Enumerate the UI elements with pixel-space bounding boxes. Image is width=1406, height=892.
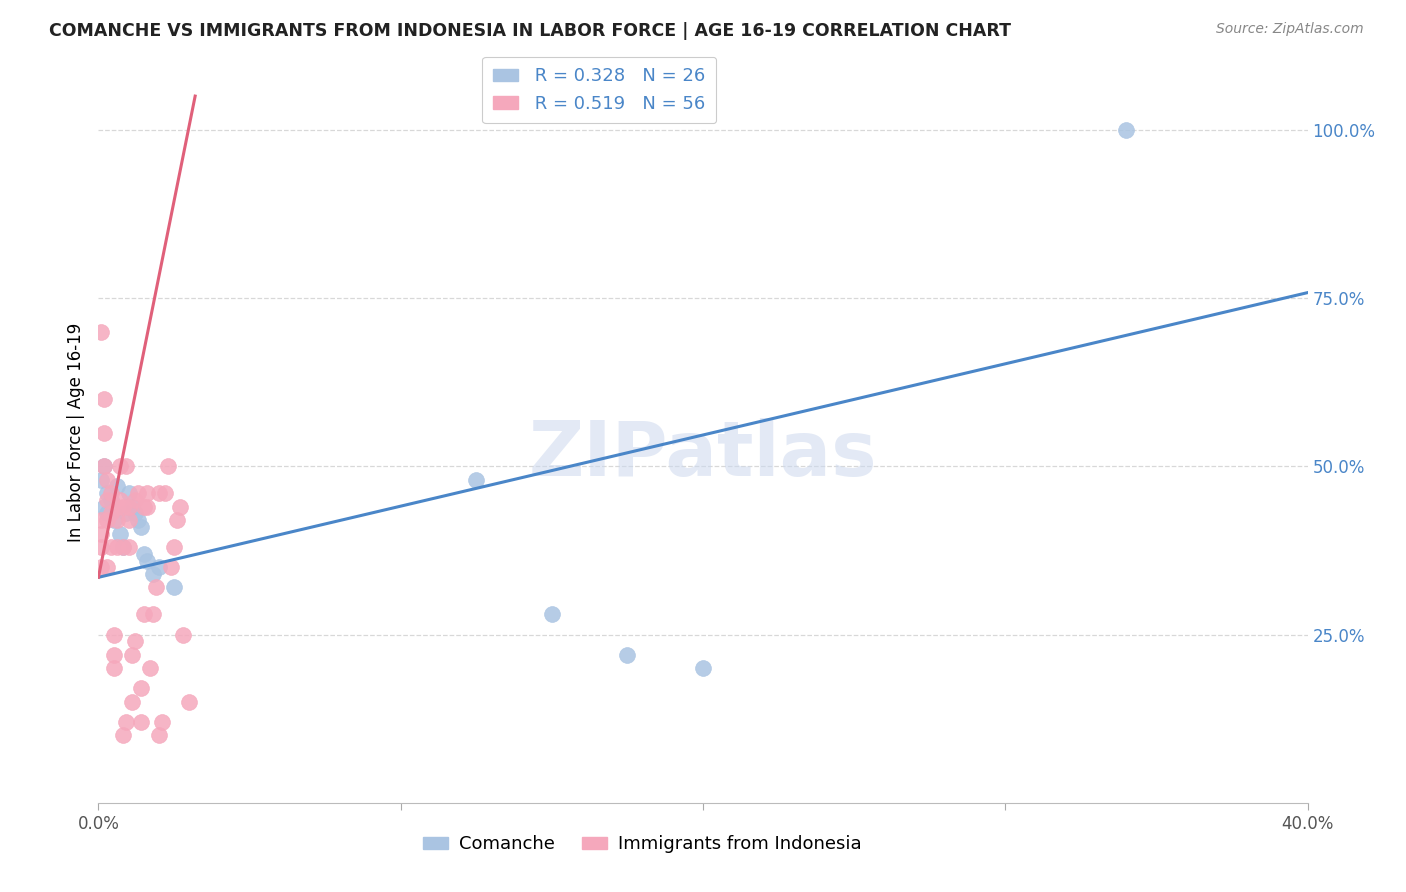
Point xyxy=(90,560,112,574)
Point xyxy=(105,479,128,493)
Point xyxy=(127,513,149,527)
Point xyxy=(148,560,170,574)
Point xyxy=(93,425,115,440)
Point xyxy=(692,661,714,675)
Point xyxy=(96,507,118,521)
Point xyxy=(105,500,128,514)
Point xyxy=(114,459,136,474)
Point xyxy=(118,540,141,554)
Point xyxy=(132,607,155,622)
Point xyxy=(90,513,112,527)
Point xyxy=(127,486,149,500)
Point xyxy=(96,486,118,500)
Point xyxy=(616,648,638,662)
Point xyxy=(90,325,112,339)
Text: Source: ZipAtlas.com: Source: ZipAtlas.com xyxy=(1216,22,1364,37)
Point xyxy=(129,714,152,729)
Point xyxy=(121,695,143,709)
Point xyxy=(129,681,152,696)
Point xyxy=(108,492,131,507)
Point xyxy=(114,507,136,521)
Point xyxy=(169,500,191,514)
Point xyxy=(108,459,131,474)
Point xyxy=(90,526,112,541)
Point xyxy=(139,661,162,675)
Point xyxy=(121,500,143,514)
Point xyxy=(540,607,562,622)
Point xyxy=(132,500,155,514)
Point xyxy=(172,627,194,641)
Point xyxy=(103,648,125,662)
Point xyxy=(148,729,170,743)
Point xyxy=(179,695,201,709)
Point xyxy=(1115,122,1137,136)
Point xyxy=(93,500,115,514)
Point xyxy=(103,513,125,527)
Point xyxy=(135,486,157,500)
Point xyxy=(105,513,128,527)
Point xyxy=(93,459,115,474)
Point xyxy=(103,661,125,675)
Point xyxy=(118,513,141,527)
Point xyxy=(100,540,122,554)
Point xyxy=(153,486,176,500)
Point xyxy=(111,500,134,514)
Y-axis label: In Labor Force | Age 16-19: In Labor Force | Age 16-19 xyxy=(66,323,84,542)
Point xyxy=(108,526,131,541)
Point xyxy=(96,513,118,527)
Point xyxy=(163,581,186,595)
Point xyxy=(163,540,186,554)
Point xyxy=(90,473,112,487)
Point xyxy=(142,566,165,581)
Point xyxy=(142,607,165,622)
Point xyxy=(465,473,488,487)
Point xyxy=(100,492,122,507)
Point xyxy=(148,486,170,500)
Point xyxy=(145,581,167,595)
Point xyxy=(121,648,143,662)
Point xyxy=(118,486,141,500)
Point xyxy=(129,520,152,534)
Point xyxy=(103,627,125,641)
Point xyxy=(135,553,157,567)
Point xyxy=(111,540,134,554)
Point xyxy=(90,540,112,554)
Point xyxy=(111,540,134,554)
Point xyxy=(100,507,122,521)
Legend: Comanche, Immigrants from Indonesia: Comanche, Immigrants from Indonesia xyxy=(416,828,869,861)
Point xyxy=(111,729,134,743)
Point xyxy=(96,473,118,487)
Point xyxy=(124,492,146,507)
Point xyxy=(100,486,122,500)
Point xyxy=(93,392,115,406)
Text: ZIPatlas: ZIPatlas xyxy=(529,417,877,491)
Point xyxy=(135,500,157,514)
Point xyxy=(114,714,136,729)
Point xyxy=(96,492,118,507)
Point xyxy=(132,547,155,561)
Point xyxy=(166,513,188,527)
Point xyxy=(156,459,179,474)
Text: COMANCHE VS IMMIGRANTS FROM INDONESIA IN LABOR FORCE | AGE 16-19 CORRELATION CHA: COMANCHE VS IMMIGRANTS FROM INDONESIA IN… xyxy=(49,22,1011,40)
Point xyxy=(160,560,183,574)
Point xyxy=(124,507,146,521)
Point xyxy=(124,634,146,648)
Point xyxy=(105,540,128,554)
Point xyxy=(150,714,173,729)
Point xyxy=(118,500,141,514)
Point xyxy=(93,459,115,474)
Point xyxy=(96,560,118,574)
